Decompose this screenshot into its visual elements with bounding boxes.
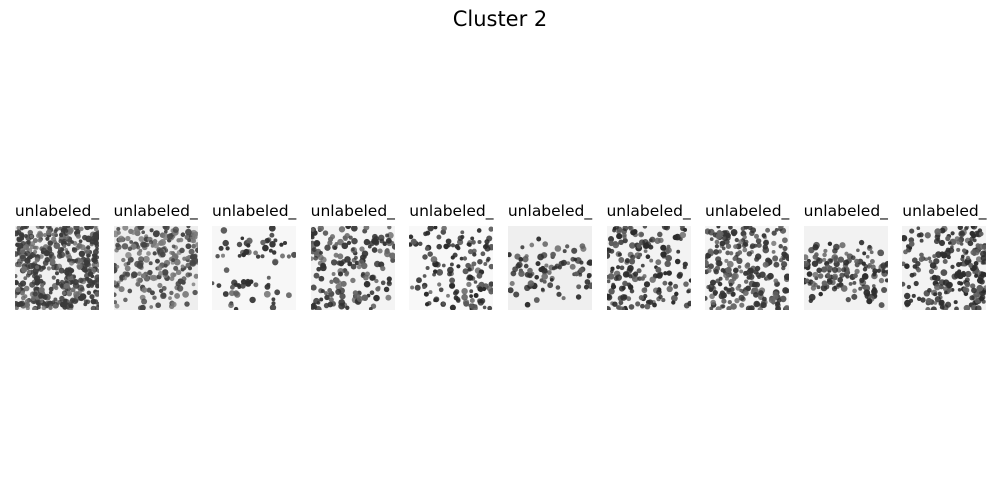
image-panel: unlabeled_ — [15, 200, 99, 310]
image-panel: unlabeled_ — [212, 200, 296, 310]
cell-image-thumbnail — [606, 226, 691, 310]
image-title: unlabeled_ — [409, 202, 494, 220]
cell-image-thumbnail — [508, 226, 592, 310]
image-panel: unlabeled_ — [606, 200, 691, 310]
image-title: unlabeled_ — [14, 202, 100, 220]
image-title: unlabeled_ — [212, 202, 297, 220]
cell-image-thumbnail — [902, 226, 987, 310]
cell-image-thumbnail — [113, 226, 198, 310]
image-title: unlabeled_ — [705, 202, 790, 220]
cell-image-thumbnail — [409, 226, 494, 310]
image-panel: unlabeled_ — [508, 200, 592, 310]
image-panel: unlabeled_ — [705, 200, 789, 310]
image-panel: unlabeled_ — [409, 200, 494, 310]
cell-image-thumbnail — [803, 226, 888, 310]
image-panel: unlabeled_ — [311, 200, 395, 310]
image-title: unlabeled_ — [902, 202, 987, 220]
image-title: unlabeled_ — [310, 202, 395, 220]
image-panel: unlabeled_ — [113, 200, 198, 310]
cell-image-thumbnail — [212, 226, 297, 310]
image-title: unlabeled_ — [606, 202, 691, 220]
image-title: unlabeled_ — [113, 202, 198, 220]
cell-image-thumbnail — [705, 226, 790, 310]
figure-title: Cluster 2 — [452, 7, 548, 31]
image-title: unlabeled_ — [507, 202, 593, 220]
image-panel: unlabeled_ — [902, 200, 987, 310]
image-panel: unlabeled_ — [804, 200, 888, 310]
cell-image-thumbnail — [310, 226, 395, 310]
image-title: unlabeled_ — [803, 202, 888, 220]
cell-image-thumbnail — [15, 226, 99, 310]
